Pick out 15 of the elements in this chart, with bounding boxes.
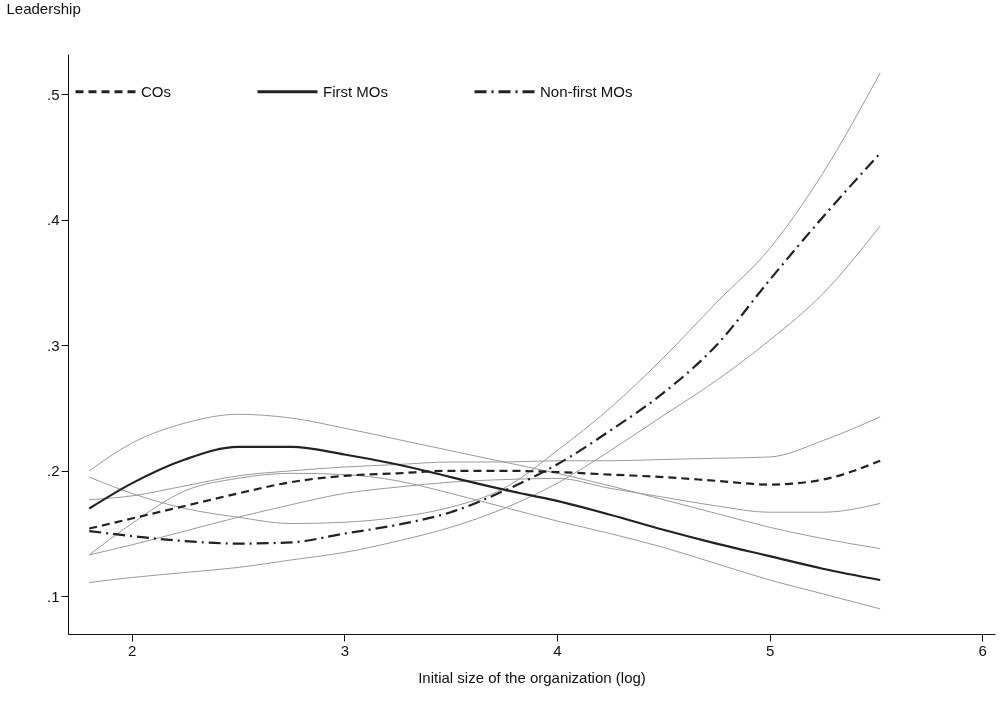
y-tick-label: .5 [46, 85, 60, 103]
x-tick-label: 3 [340, 641, 350, 659]
y-tick-label: .1 [46, 587, 60, 605]
x-tick-label: 6 [978, 641, 987, 659]
x-tick-label: 5 [765, 641, 775, 659]
legend-label: Non-first MOs [540, 82, 633, 100]
x-tick-label: 4 [553, 641, 562, 659]
y-axis-title: Leadership [6, 0, 81, 17]
x-axis-title: Initial size of the organization (log) [418, 668, 646, 686]
x-tick-label: 2 [128, 641, 137, 659]
y-tick-label: .4 [46, 211, 60, 229]
y-tick-label: .3 [46, 336, 60, 354]
legend-label: First MOs [323, 82, 388, 100]
y-tick-label: .2 [46, 462, 60, 480]
legend-label: COs [141, 82, 171, 100]
